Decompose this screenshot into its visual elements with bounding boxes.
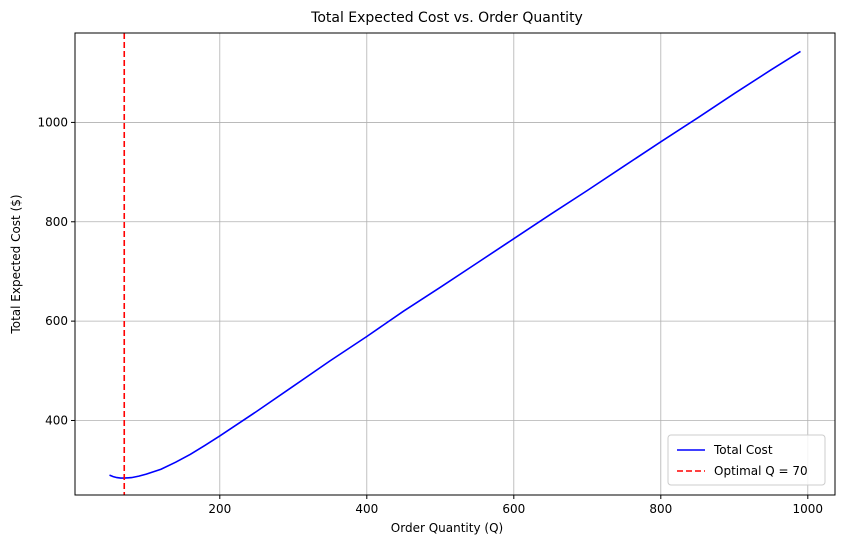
y-axis: 400 600 800 1000 [37, 115, 75, 427]
x-tick-label: 800 [649, 502, 672, 516]
plot-frame [74, 32, 836, 496]
chart-title: Total Expected Cost vs. Order Quantity [310, 10, 583, 26]
x-tick-label: 400 [355, 502, 378, 516]
legend-label: Optimal Q = 70 [714, 464, 808, 478]
y-tick-label: 600 [45, 314, 68, 328]
y-tick-label: 400 [45, 413, 68, 427]
x-tick-label: 1000 [793, 502, 824, 516]
grid [75, 33, 835, 495]
x-tick-label: 200 [208, 502, 231, 516]
series-line-total-cost [109, 50, 801, 479]
x-tick-label: 600 [502, 502, 525, 516]
y-axis-label: Total Expected Cost ($) [9, 194, 23, 334]
y-tick-label: 1000 [37, 115, 68, 129]
x-axis-label: Order Quantity (Q) [391, 521, 503, 535]
legend-label: Total Cost [713, 443, 773, 457]
y-tick-label: 800 [45, 215, 68, 229]
legend: Total Cost Optimal Q = 70 [667, 434, 826, 486]
plot-area [109, 33, 801, 495]
legend-box [667, 434, 826, 486]
x-axis: 200 400 600 800 1000 [208, 495, 823, 516]
